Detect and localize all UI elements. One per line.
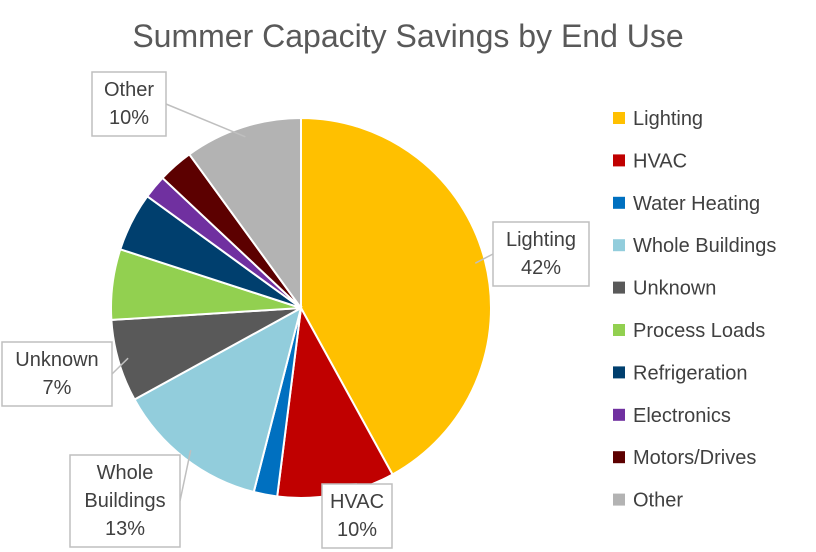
- callout-label: 10%: [109, 107, 149, 129]
- legend-swatch: [613, 196, 625, 209]
- callout-label: 42%: [521, 257, 561, 279]
- legend-item-whole-buildings: Whole Buildings: [613, 235, 776, 257]
- legend-swatch: [613, 366, 625, 379]
- pie-slice-other: [187, 116, 302, 312]
- callout-label: 13%: [105, 518, 145, 540]
- callout-box: [91, 71, 167, 137]
- callout-box: [1, 341, 113, 407]
- legend-swatch: [613, 451, 625, 464]
- callout-leader-line: [165, 103, 246, 138]
- callout-label: Whole: [97, 462, 154, 484]
- legend-label: HVAC: [633, 150, 687, 172]
- legend-item-unknown: Unknown: [613, 278, 716, 300]
- legend-label: Process Loads: [633, 320, 765, 342]
- legend-swatch: [613, 408, 625, 421]
- pie-slice-whole-buildings: [133, 306, 303, 494]
- legend-item-other: Other: [613, 490, 683, 512]
- callout-box: [321, 483, 393, 549]
- legend-swatch: [613, 493, 625, 506]
- callout-leader-line: [474, 253, 494, 264]
- legend-swatch: [613, 112, 625, 124]
- legend-item-motors-drives: Motors/Drives: [613, 447, 756, 469]
- callout-hvac: HVAC 10%: [321, 483, 393, 549]
- callout-leader-line: [179, 450, 192, 502]
- legend: Lighting HVAC Water Heating Whole Buildings…: [613, 108, 776, 512]
- legend-swatch: [613, 239, 625, 252]
- callout-whole-buildings: Whole Buildings 13%: [69, 450, 192, 548]
- callout-label: 7%: [43, 377, 72, 399]
- legend-swatch: [613, 154, 625, 167]
- legend-item-process-loads: Process Loads: [613, 320, 765, 342]
- pie-slice-lighting: [300, 116, 492, 476]
- legend-label: Water Heating: [633, 193, 760, 215]
- legend-swatch: [613, 281, 625, 294]
- callout-box: [69, 454, 181, 548]
- legend-label: Other: [633, 490, 683, 512]
- callout-lighting: Lighting 42%: [474, 221, 590, 287]
- legend-label: Lighting: [633, 108, 703, 130]
- legend-item-refrigeration: Refrigeration: [613, 362, 748, 384]
- callout-unknown: Unknown 7%: [1, 341, 129, 407]
- callout-label: Lighting: [506, 229, 576, 251]
- callout-label: HVAC: [330, 491, 384, 513]
- legend-label: Refrigeration: [633, 362, 748, 384]
- callout-label: Unknown: [15, 349, 98, 371]
- callout-other: Other 10%: [91, 71, 246, 138]
- chart-title: Summer Capacity Savings by End Use: [132, 18, 684, 54]
- legend-item-water-heating: Water Heating: [613, 193, 760, 215]
- legend-swatch: [613, 324, 625, 336]
- callout-label: 10%: [337, 519, 377, 541]
- pie-slices: [110, 116, 492, 499]
- callout-leader-line: [111, 357, 129, 375]
- callout-label: Buildings: [84, 490, 165, 512]
- legend-label: Whole Buildings: [633, 235, 776, 257]
- legend-label: Motors/Drives: [633, 447, 756, 469]
- callout-label: Other: [104, 79, 154, 101]
- callout-box: [492, 221, 590, 287]
- legend-item-hvac: HVAC: [613, 150, 687, 172]
- legend-label: Electronics: [633, 405, 731, 427]
- legend-item-electronics: Electronics: [613, 405, 731, 427]
- legend-label: Unknown: [633, 278, 716, 300]
- data-callouts: Lighting 42% HVAC 10% Whole Buildings 13% Unkno…: [1, 71, 590, 549]
- legend-item-lighting: Lighting: [613, 108, 703, 130]
